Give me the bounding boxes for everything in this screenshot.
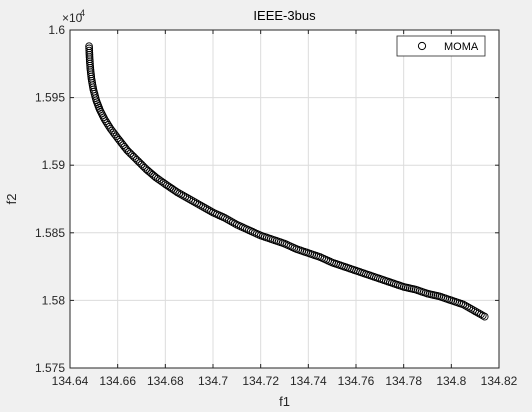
data-point	[199, 203, 207, 211]
data-point	[205, 206, 213, 215]
data-point	[459, 300, 468, 309]
data-point	[197, 201, 205, 210]
data-point	[207, 207, 215, 216]
x-tick-label: 134.68	[147, 374, 184, 388]
data-point	[223, 215, 231, 223]
x-tick-label: 134.72	[242, 374, 279, 388]
data-point	[179, 191, 188, 200]
data-point	[185, 195, 194, 203]
data-point	[173, 188, 182, 197]
x-tick-label: 134.78	[385, 374, 422, 388]
y-tick-label: 1.58	[42, 293, 66, 307]
data-point	[193, 199, 201, 208]
y-axis-label: f2	[4, 194, 19, 205]
y-tick-label: 1.585	[35, 226, 65, 240]
y-tick-labels: 1.575 1.58 1.585 1.59 1.595 1.6	[35, 23, 65, 375]
legend-marker-moma	[417, 41, 427, 51]
y-exponent-power: 4	[80, 8, 85, 18]
data-point	[480, 312, 489, 321]
plot-area	[70, 30, 499, 368]
data-point	[187, 196, 196, 204]
y-tick-label: 1.59	[42, 158, 66, 172]
data-point	[157, 177, 166, 186]
data-point	[203, 205, 211, 213]
x-tick-label: 134.82	[481, 374, 518, 388]
data-point	[195, 200, 203, 209]
data-point	[461, 301, 470, 310]
legend-label-moma: MOMA	[444, 41, 479, 53]
x-tick-label: 134.8	[436, 374, 466, 388]
data-point	[155, 176, 164, 184]
data-point	[469, 306, 478, 314]
data-point	[105, 122, 114, 131]
data-point	[473, 308, 481, 317]
data-point	[475, 309, 483, 318]
data-point	[153, 174, 162, 183]
data-point	[181, 192, 190, 201]
x-tick-label: 134.7	[198, 374, 228, 388]
data-point	[171, 187, 180, 195]
legend: MOMA	[396, 35, 486, 57]
data-point	[463, 302, 472, 311]
plot-frame	[69, 29, 500, 369]
y-tick-label: 1.595	[35, 91, 65, 105]
data-point	[177, 190, 186, 199]
data-point	[151, 173, 160, 182]
x-tick-label: 134.64	[52, 374, 89, 388]
y-tick-label: 1.6	[48, 23, 65, 37]
data-point	[221, 214, 229, 222]
data-point	[225, 216, 233, 225]
data-point	[478, 311, 487, 320]
y-exponent-base: ×10	[62, 11, 83, 25]
x-tick-label: 134.74	[290, 374, 327, 388]
data-point	[101, 117, 110, 125]
data-point	[477, 310, 485, 319]
data-point	[183, 194, 192, 202]
data-point	[191, 198, 199, 207]
data-point	[229, 218, 237, 227]
data-point	[227, 217, 235, 226]
x-tick-label: 134.66	[99, 374, 136, 388]
x-tick-label: 134.76	[338, 374, 375, 388]
data-point	[99, 113, 108, 122]
data-point	[231, 219, 239, 228]
x-axis-label: f1	[279, 394, 290, 409]
data-point	[189, 197, 197, 206]
axis-ticks	[69, 29, 500, 369]
data-point	[104, 121, 112, 129]
y-tick-label: 1.575	[35, 361, 65, 375]
data-point	[100, 115, 109, 124]
x-tick-labels: 134.64 134.66 134.68 134.7 134.72 134.74 134.7…	[52, 374, 518, 388]
data-point	[201, 204, 209, 212]
data-point	[103, 119, 111, 127]
data-points	[85, 42, 489, 321]
data-point	[465, 303, 474, 312]
chart-title: IEEE-3bus	[253, 8, 316, 23]
data-point	[175, 189, 184, 198]
data-point	[467, 305, 476, 313]
data-point	[471, 307, 480, 316]
legend-box	[396, 35, 486, 57]
